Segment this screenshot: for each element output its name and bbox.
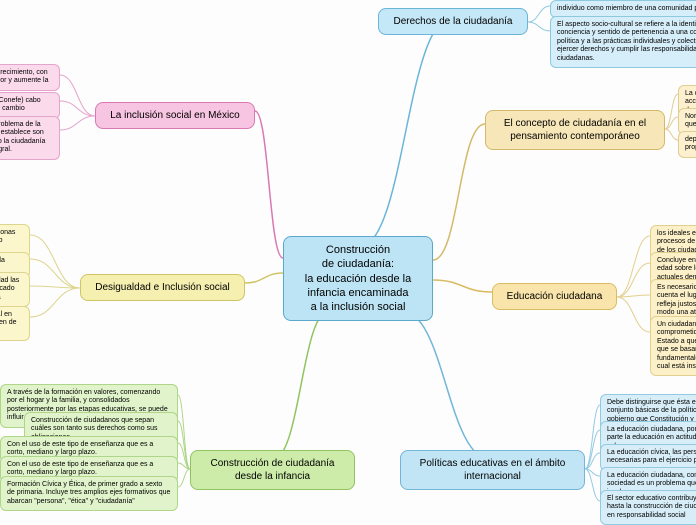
leaf-node: Un ciudadano comprometido funcional del … (650, 316, 696, 376)
leaf-node: factor esencial en pulso para el en de l… (0, 306, 30, 341)
leaf-node: El aspecto socio-cultural se refiere a l… (550, 16, 696, 68)
leaf-node: logra la igualdad las aptitudes mercado … (0, 272, 30, 307)
branch-node: El concepto de ciudadanía en elpensamien… (485, 110, 665, 150)
leaf-node: el problema de la que establece son éxit… (0, 116, 60, 160)
center-node: Construcciónde ciudadanía:la educación d… (283, 236, 433, 321)
branch-node: Construcción de ciudadaníadesde la infan… (190, 450, 355, 490)
branch-node: Políticas educativas en el ámbitointerna… (400, 450, 585, 490)
leaf-node: Formación Cívica y Ética, de primer grad… (0, 476, 178, 511)
branch-node: Derechos de la ciudadanía (378, 8, 528, 35)
leaf-node: un crecimiento, con mayor y aumente la (0, 64, 60, 91)
branch-node: La inclusión social en México (95, 102, 255, 129)
leaf-node: vo (Conefe) cabo este cambio (0, 92, 60, 119)
branch-node: Desigualdad e Inclusión social (80, 274, 245, 301)
leaf-node: dependiendo valores propios (678, 131, 696, 158)
branch-node: Educación ciudadana (492, 283, 617, 310)
